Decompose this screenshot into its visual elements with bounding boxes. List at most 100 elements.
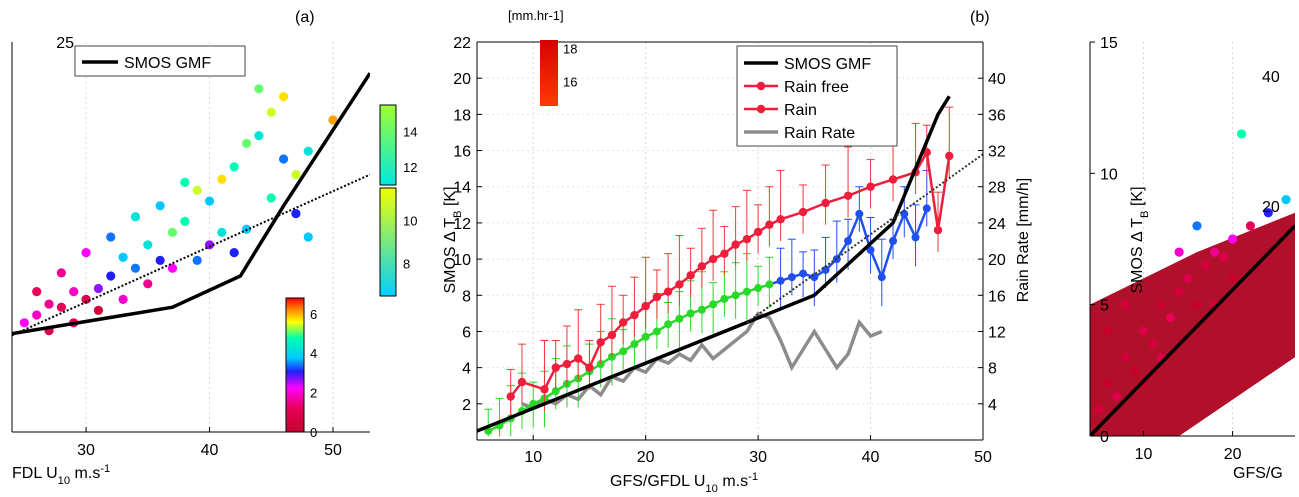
panel-a-gmf-line (12, 72, 370, 336)
panel-b-ytick-label-7: 16 (453, 144, 471, 161)
panel-b-rain-point-17 (708, 254, 718, 264)
panel-a-point-32 (229, 248, 239, 258)
panel-a-point-11 (155, 255, 165, 265)
panel-c-ytick-label-1: 5 (1100, 298, 1109, 315)
panel-a-point-7 (106, 271, 116, 281)
panel-c-point-19 (1121, 300, 1131, 310)
panel-c-gmf-line (1090, 224, 1295, 436)
panel-b-legend-dot-2 (756, 104, 766, 114)
panel-b-legend-label-1: Rain free (784, 79, 849, 96)
panel-a-point-0 (19, 318, 29, 328)
panel-b-rain-point-3 (551, 363, 560, 372)
panel-a-point-41 (167, 263, 178, 273)
colorbar-tick-16: 16 (563, 74, 577, 89)
panel-b-legend-label-2: Rain (784, 102, 817, 119)
panel-a-point-13 (180, 216, 190, 226)
panel-c-point-3 (1121, 352, 1131, 362)
panel-b-xtick-label-0: 10 (524, 449, 542, 466)
panel-b-rainfree-point-23 (742, 287, 751, 296)
panel-c-point-18 (1103, 326, 1113, 336)
colorbar-label: [mm.hr-1] (508, 8, 564, 23)
panel-c-right-tick-1: 40 (1262, 69, 1280, 86)
panel-b-rain-point-26 (843, 191, 853, 200)
panel-a-point-6 (93, 283, 104, 294)
panel-a-legend: SMOS GMF (74, 45, 246, 77)
panel-b-rain-point-25 (821, 198, 830, 208)
panel-b-ytick-label-3: 8 (462, 288, 471, 305)
panel-b-rain-point-5 (574, 354, 583, 363)
panel-b-rainfree-point-14 (641, 332, 650, 341)
panel-a-point-9 (130, 263, 141, 273)
panel-b-y2tick-label-7: 32 (988, 144, 1006, 161)
panel-b-rain-point-7 (596, 338, 605, 347)
panel-b-y2label: Rain Rate [mm/h] (1015, 178, 1032, 302)
panel-a-xtick-label-2: 50 (324, 442, 342, 459)
panel-c-point-9 (1174, 286, 1184, 297)
panel-c-point-15 (1228, 234, 1238, 244)
panel-b-rainfree-point-37 (900, 209, 909, 218)
panel-b-label: (b) (970, 9, 990, 26)
panel-a-point-31 (204, 240, 215, 250)
panel-b-rain-point-22 (765, 220, 774, 229)
panel-b-legend: SMOS GMF Rain free Rain Rain Rate (736, 45, 898, 147)
colorbar-tick-10: 10 (403, 213, 417, 228)
panel-c-point-14 (1219, 252, 1229, 262)
panel-a-point-38 (93, 305, 104, 315)
panel-a-point-4 (69, 287, 79, 297)
panel-c-point-16 (1236, 129, 1247, 139)
colorbar-tick-4: 4 (310, 346, 317, 361)
panel-b-rain-point-1 (517, 377, 527, 387)
panel-a-point-23 (303, 232, 313, 242)
panel-b-rainfree-point-16 (664, 320, 673, 329)
panel-a-point-5 (81, 294, 91, 304)
panel-c-point-22 (1174, 247, 1184, 257)
panel-a-point-21 (278, 154, 289, 164)
panel-b-y2tick-label-0: 4 (988, 397, 997, 414)
panel-b-rain-point-16 (697, 262, 707, 271)
panel-c-point-4 (1129, 365, 1140, 375)
panel-a-point-40 (143, 279, 153, 289)
panel-c-xtick-label-1: 20 (1224, 446, 1242, 463)
panel-a-label: (a) (295, 9, 315, 26)
panel-a-point-28 (130, 212, 141, 222)
panel-b-ytick-label-10: 22 (453, 35, 471, 52)
panel-b-rain-point-21 (753, 227, 763, 237)
panel-a-plot-area (12, 42, 370, 432)
panel-c-point-17 (1245, 221, 1256, 231)
panel-b-plot-area (477, 42, 983, 440)
panel-b-rainfree-point-6 (551, 387, 560, 396)
panel-a-point-47 (328, 115, 338, 125)
panel-c-point-27 (1281, 195, 1291, 205)
panel-c-ytick-label-3: 15 (1100, 35, 1118, 52)
panel-a-xtick-label-0: 30 (77, 442, 95, 459)
panel-b-rain-point-11 (641, 301, 650, 311)
panel-b-rain-point-8 (607, 330, 617, 340)
panel-b-ytick-label-9: 20 (453, 71, 471, 88)
panel-c-point-25 (1228, 273, 1238, 283)
panel-a-legend-gmf-label: SMOS GMF (124, 55, 211, 72)
panel-b-rainfree-point-17 (675, 314, 684, 323)
panel-b-rainfree-point-26 (776, 276, 785, 285)
panel-a-ytick-label-0: 25 (56, 35, 74, 52)
panel-c-point-6 (1147, 339, 1157, 349)
colorbar-bar-mid (379, 104, 397, 186)
panel-b-rain-point-23 (776, 215, 785, 224)
panel-c-ylabel: SMOS Δ TB [K] (1129, 186, 1151, 293)
panel-c-point-8 (1165, 313, 1175, 323)
panel-b-rainfree-point-29 (810, 273, 819, 282)
panel-b-rain-point-27 (866, 182, 875, 191)
panel-c-ytick-label-2: 10 (1100, 166, 1118, 183)
panel-c-marks (1090, 129, 1295, 436)
panel-a-point-10 (143, 240, 153, 250)
panel-c-point-13 (1210, 247, 1220, 257)
panel-a-point-22 (291, 209, 301, 219)
panel-a-point-39 (118, 294, 128, 304)
panel-b-gmf-line (477, 95, 951, 433)
panel-a-point-35 (303, 146, 313, 156)
panel-b-xlabel: GFS/GFDL U10 m.s-1 (610, 471, 758, 495)
panel-b-xtick-label-1: 20 (637, 449, 655, 466)
panel-a-point-42 (192, 255, 202, 265)
panel-b-rain-point-9 (618, 318, 628, 327)
panel-c-xtick-label-0: 10 (1135, 446, 1153, 463)
